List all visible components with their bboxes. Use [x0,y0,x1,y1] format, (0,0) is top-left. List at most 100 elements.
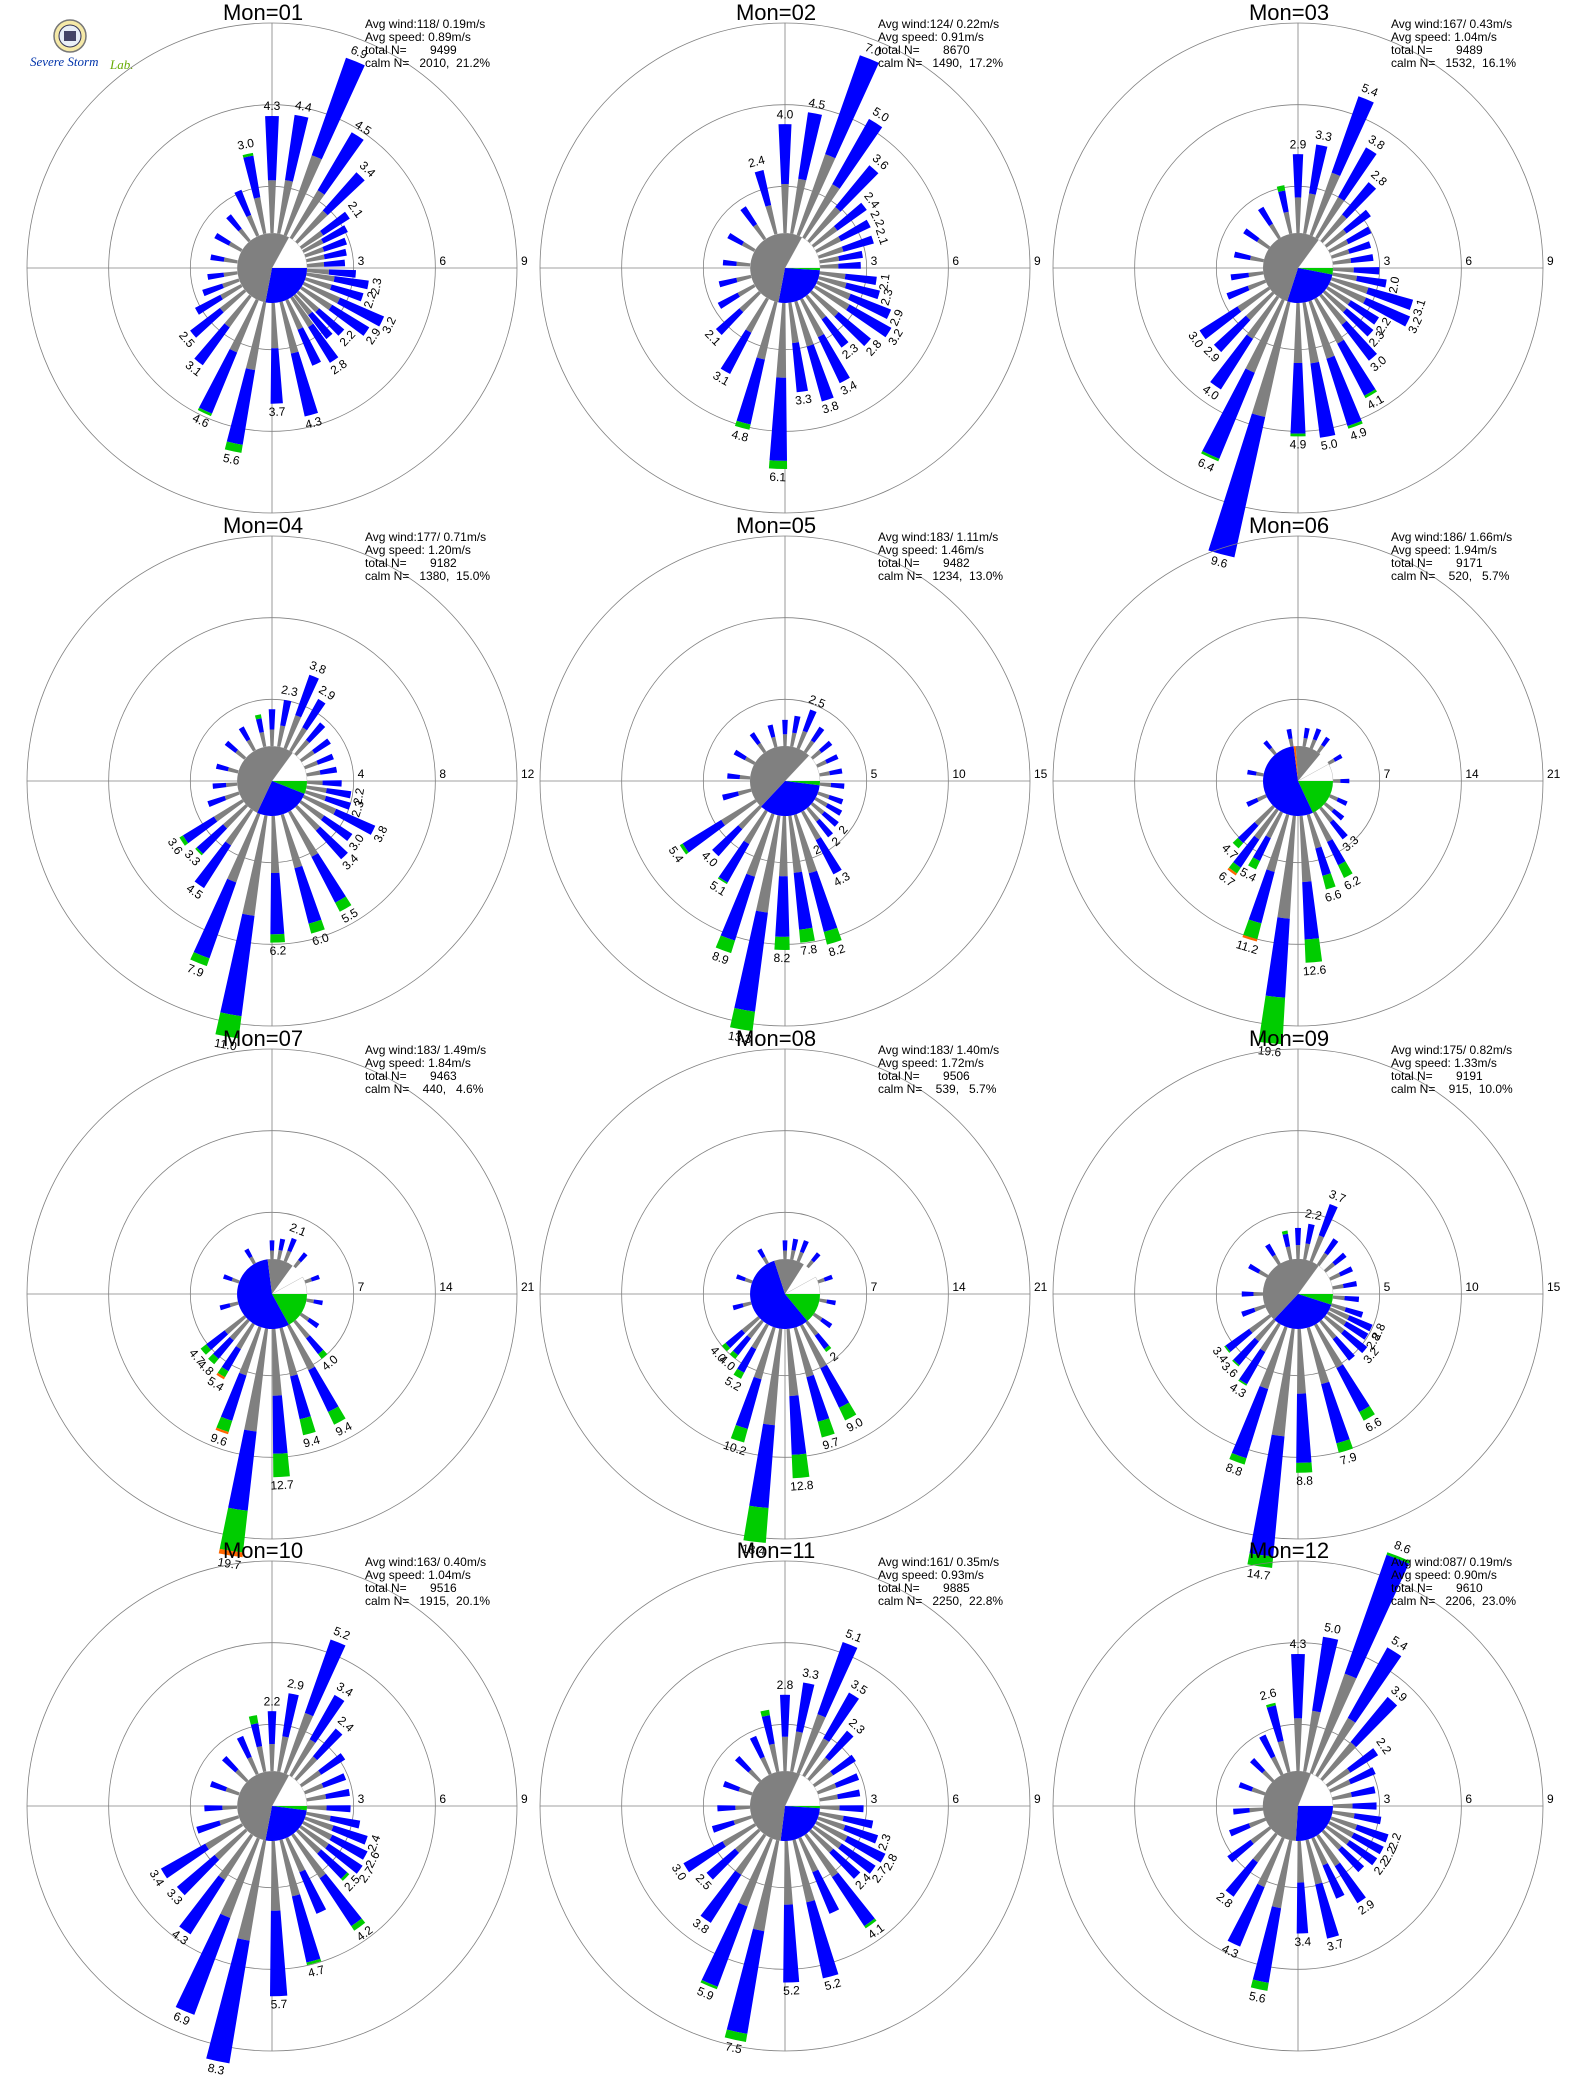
windrose-svg: 3 6 92.22.95.23.42.42.42.62.72.54.24.75.78… [26,1560,528,2078]
calm-pie-gray-slice [1295,746,1321,781]
bar-gray-segment [807,1757,830,1782]
bar-gray-segment [746,813,775,877]
bar-gray-segment [819,263,839,269]
ring-label: 21 [521,1280,535,1294]
bar-blue-segment [1248,869,1275,924]
bar-green-segment [318,1349,328,1359]
bar-green-segment [1296,1462,1313,1473]
bar-blue-segment [782,719,788,735]
bar-blue-segment [798,112,822,181]
bar-value-label: 2.0 [1386,275,1403,294]
bar-blue-segment [1350,254,1374,263]
calm-pie-green-slice [785,781,820,786]
ring-label: 8 [439,767,446,781]
bar-gray-segment [1313,811,1333,842]
bar-blue-segment [196,1820,221,1834]
bar-green-segment [1290,433,1306,437]
bar-green-segment [335,896,352,912]
bar-blue-segment [307,1317,320,1329]
bar-blue-segment [1292,154,1304,198]
bar-gray-segment [748,1769,762,1783]
bar-blue-segment [775,876,790,937]
bar-blue-segment [298,1252,308,1263]
bar-blue-segment [207,795,227,807]
bar-blue-segment [1344,1554,1409,1679]
bar-blue-segment [723,1781,741,1792]
bar-blue-segment [1305,1223,1315,1245]
bar-gray-segment [753,1839,780,1932]
bar-blue-segment [278,1238,286,1251]
bar-gray-segment [1311,1837,1328,1866]
bar-value-label: 8.8 [1224,1460,1245,1479]
stats-line: Avg speed: 0.93m/s [878,1568,984,1582]
bar-blue-segment [330,284,364,302]
bar-value-label: 8.6 [1392,1538,1413,1557]
panel-title: Mon=10 [222,1538,304,1563]
windrose-panel: 7 14 21 2.1 4.0 9.4 9.4 12.7 19.7 9.6 5.4 4.8 4.7 Mon… [0,1026,535,1572]
bar-blue-segment [333,808,376,835]
bar-blue-segment [202,283,224,297]
bar-gray-segment [803,740,815,754]
calm-pie-blue-slice [257,781,305,817]
windrose-panel: 3 6 9 2.9 3.3 5.4 3.8 2.8 2.0 3.1 3.2 2.2 2.3 3.0 4.1 4… [1026,0,1554,571]
windrose-svg: 3 6 92.93.35.43.82.82.03.13.22.22.33.04.14… [1052,22,1554,571]
bar-gray-segment [745,297,769,333]
bar-value-label: 6.2 [269,943,286,958]
bar-value-label: 5.7 [270,1997,287,2012]
bar-blue-segment [844,282,880,300]
stats-line: total N= 9489 [1391,43,1483,57]
bar-blue-segment [195,294,223,315]
bar-green-segment [743,1505,769,1543]
bar-gray-segment [1316,744,1325,754]
bar-value-label: 7.9 [1338,1449,1358,1467]
bar-gray-segment [270,1840,281,1911]
bar-green-segment [273,1453,290,1478]
bar-gray-segment [793,814,817,874]
bar-blue-segment [297,327,321,366]
bar-gray-segment [783,1250,787,1259]
bar-blue-segment [838,1843,876,1874]
stats-line: Avg wind:124/ 0.22m/s [878,17,1000,31]
windrose-panel: 3 6 9 2.4 4.0 4.5 7.0 5.0 3.6 2.4 2.2 2.1 2.1 2.3 2.9 3… [513,0,1041,516]
bar-gray-segment [812,1312,823,1322]
bar-gray-segment [299,1770,322,1788]
stats-line: Avg wind:161/ 0.35m/s [878,1555,1000,1569]
bar-green-segment [208,1353,219,1365]
ring-label: 9 [521,1792,528,1806]
bar-gray-segment [236,1322,255,1350]
bar-gray-segment [790,178,807,234]
bar-blue-segment [842,1815,874,1829]
bar-gray-segment [288,810,319,857]
bar-green-segment [799,927,815,943]
bar-gray-segment [1308,300,1335,359]
bar-gray-segment [747,1319,764,1339]
bar-value-label: 2.2 [1304,1206,1323,1223]
bar-blue-segment [1227,1839,1254,1863]
bar-blue-segment [1237,822,1259,844]
bar-blue-segment [1286,728,1293,740]
bar-blue-segment [321,1773,347,1788]
bar-gray-segment [1332,258,1352,265]
bar-gray-segment [1293,303,1303,363]
bar-gray-segment [299,800,325,820]
bar-gray-segment [237,1839,267,1941]
bar-gray-segment [1333,1803,1353,1809]
bar-gray-segment [779,815,788,877]
bar-blue-segment [220,1372,247,1421]
bar-green-segment [1248,857,1260,870]
bar-gray-segment [213,799,244,822]
bar-green-segment [351,1918,366,1931]
bar-gray-segment [225,808,254,846]
bar-gray-segment [253,197,267,235]
bar-blue-segment [1347,1748,1379,1773]
bar-blue-segment [717,292,740,309]
bar-blue-segment [270,872,285,935]
panel-title: Mon=02 [735,0,817,25]
calm-pie-white-slice [1297,763,1334,782]
bar-gray-segment [283,155,322,237]
bar-gray-segment [244,1328,269,1432]
bar-gray-segment [738,805,762,830]
bar-blue-segment [331,1825,368,1845]
stats-line: Avg wind:183/ 1.11m/s [878,530,999,544]
bar-blue-segment [1238,1782,1254,1792]
